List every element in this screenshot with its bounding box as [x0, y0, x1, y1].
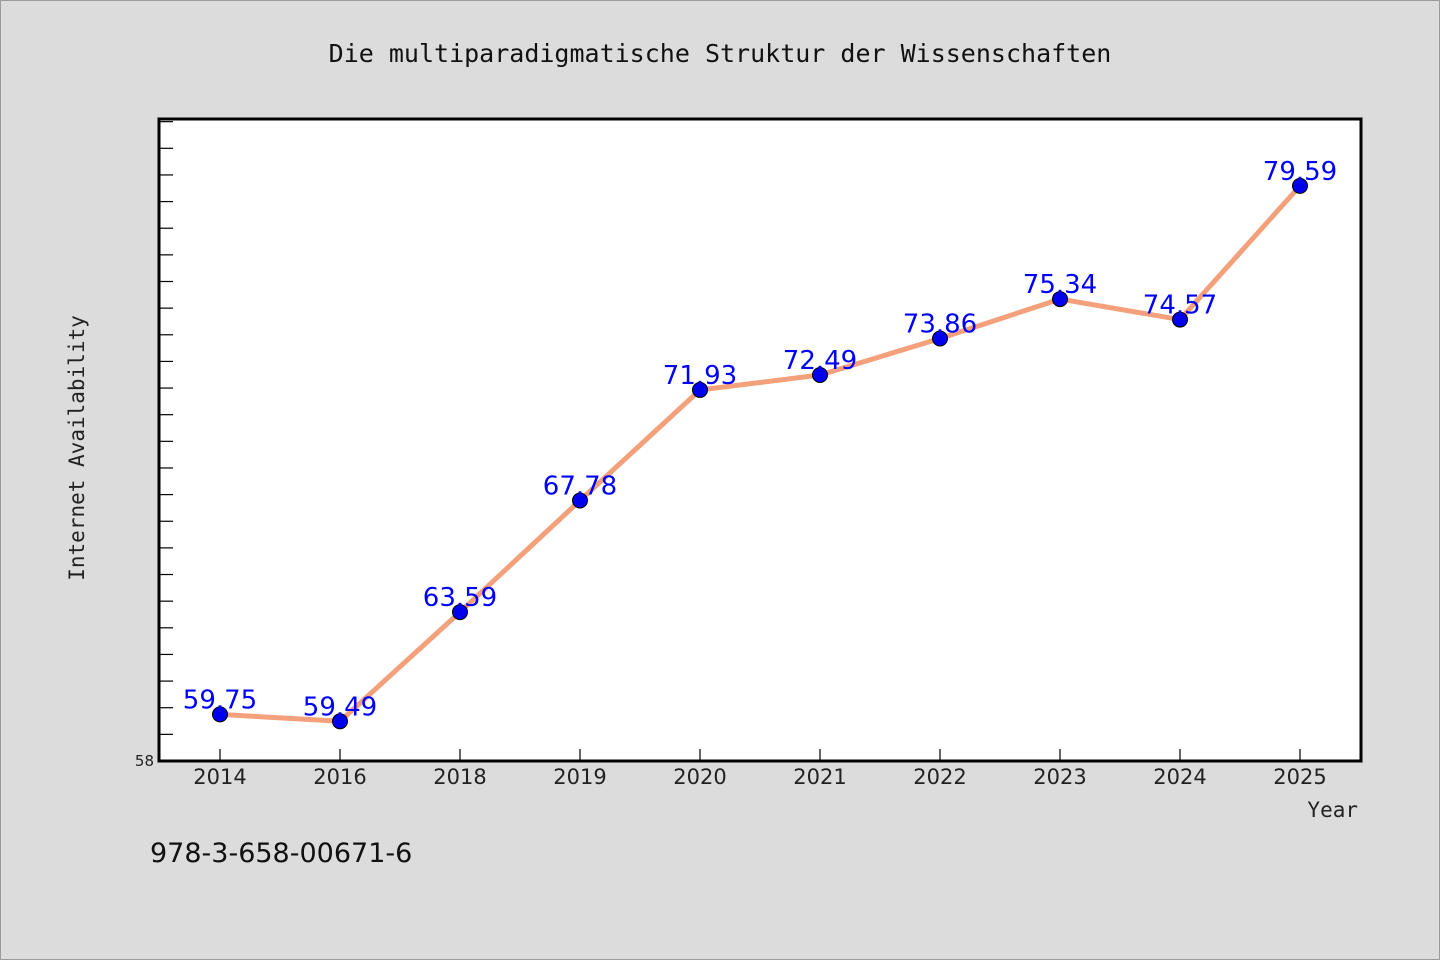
- x-tick-label: 2025: [1273, 765, 1326, 789]
- x-tick-label: 2019: [553, 765, 606, 789]
- series-line: [219, 184, 1302, 724]
- x-tick-label: 2021: [793, 765, 846, 789]
- x-tick-label: 2014: [193, 765, 246, 789]
- x-axis-label: Year: [1307, 798, 1358, 822]
- data-labels: 59.75 59.49 63.59 67.78 71.93 72.49 73.86 75.34…: [183, 157, 1337, 722]
- data-label: 72.49: [783, 346, 857, 376]
- data-point: [1052, 291, 1068, 308]
- x-tick-label: 2016: [313, 765, 366, 789]
- data-label: 59.75: [183, 685, 257, 715]
- data-point: [332, 713, 348, 730]
- data-point: [452, 604, 468, 621]
- data-label: 63.59: [423, 583, 497, 613]
- x-tick-label: 2018: [433, 765, 486, 789]
- data-point: [212, 706, 228, 723]
- y-axis-label: Internet Availability: [65, 315, 89, 581]
- x-tick-label: 2020: [673, 765, 726, 789]
- data-label: 79.59: [1263, 157, 1337, 187]
- x-tick-label: 2022: [913, 765, 966, 789]
- data-point: [812, 367, 828, 384]
- y-tick-label: 58: [135, 752, 154, 770]
- data-label: 74.57: [1143, 291, 1217, 321]
- data-label: 71.93: [663, 361, 737, 391]
- plot-area: [157, 117, 1363, 763]
- x-tick-label: 2023: [1033, 765, 1086, 789]
- data-point: [692, 381, 708, 398]
- y-axis-ticks: 58: [135, 121, 173, 770]
- x-tick-label: 2024: [1153, 765, 1206, 789]
- data-point: [1292, 177, 1308, 194]
- data-label: 59.49: [303, 692, 377, 722]
- series-markers: [212, 177, 1308, 730]
- data-point: [572, 492, 588, 509]
- data-point: [1172, 311, 1188, 328]
- isbn-text: 978-3-658-00671-6: [150, 838, 412, 869]
- data-label: 75.34: [1023, 270, 1097, 300]
- chart-title: Die multiparadigmatische Struktur der Wi…: [329, 39, 1112, 68]
- data-label: 67.78: [543, 471, 617, 501]
- x-axis-ticks: 2014 2016 2018 2019 2020 2021 2022 2023 2024 2025: [193, 749, 1327, 789]
- data-label: 73.86: [903, 310, 977, 340]
- data-point: [932, 330, 948, 347]
